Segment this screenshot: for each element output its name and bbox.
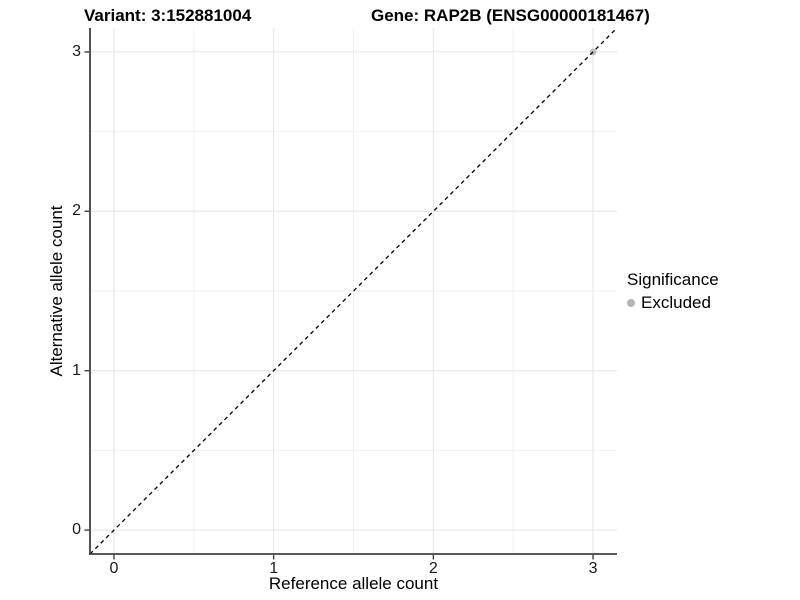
y-tick-label: 2: [72, 202, 81, 220]
x-tick-label: 3: [588, 560, 598, 577]
x-tick-label: 2: [428, 560, 438, 577]
y-tick-label: 0: [72, 521, 81, 539]
plot-title-variant: Variant: 3:152881004: [84, 6, 252, 25]
y-tick-label: 1: [72, 361, 81, 379]
y-tick-label: 3: [72, 42, 81, 60]
legend-entry-excluded: Excluded: [627, 293, 719, 313]
legend: Significance Excluded: [627, 270, 719, 313]
y-axis-title: Alternative allele count: [47, 205, 66, 377]
x-axis-title: Reference allele count: [268, 574, 439, 593]
legend-title: Significance: [627, 270, 719, 289]
legend-entry-label: Excluded: [641, 293, 711, 312]
x-tick-label: 0: [109, 560, 119, 577]
legend-point-icon: [627, 299, 635, 307]
plot-title-gene: Gene: RAP2B (ENSG00000181467): [371, 6, 650, 25]
x-tick-label: 1: [269, 560, 279, 577]
identity-line: [89, 27, 618, 555]
